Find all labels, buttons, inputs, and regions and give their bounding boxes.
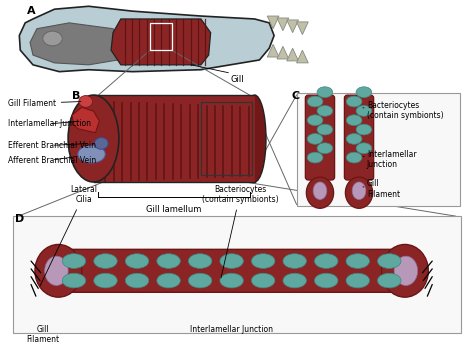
Bar: [201, 102, 252, 175]
Ellipse shape: [346, 152, 362, 163]
Ellipse shape: [346, 177, 373, 208]
Text: Efferent Branchial Vein: Efferent Branchial Vein: [8, 141, 96, 150]
Polygon shape: [19, 6, 274, 72]
Bar: [150, 23, 172, 50]
Ellipse shape: [346, 254, 369, 268]
Ellipse shape: [317, 143, 333, 154]
Text: A: A: [27, 6, 36, 16]
Ellipse shape: [346, 134, 362, 144]
Polygon shape: [287, 20, 299, 32]
Ellipse shape: [382, 244, 428, 297]
Polygon shape: [297, 50, 308, 63]
Ellipse shape: [220, 254, 243, 268]
Ellipse shape: [79, 96, 92, 107]
Ellipse shape: [356, 105, 372, 116]
Text: Bacteriocytes
(contain symbionts): Bacteriocytes (contain symbionts): [363, 101, 444, 120]
Ellipse shape: [315, 254, 338, 268]
Ellipse shape: [45, 256, 68, 285]
Ellipse shape: [220, 273, 243, 288]
Ellipse shape: [94, 138, 108, 149]
Ellipse shape: [62, 273, 86, 288]
Polygon shape: [287, 48, 299, 61]
Bar: [13, 216, 461, 333]
Text: Gill Filament: Gill Filament: [8, 99, 81, 108]
Ellipse shape: [317, 124, 333, 135]
Ellipse shape: [356, 87, 372, 97]
Ellipse shape: [243, 95, 266, 182]
Ellipse shape: [378, 273, 401, 288]
Ellipse shape: [317, 87, 333, 97]
Ellipse shape: [346, 273, 369, 288]
Ellipse shape: [43, 31, 62, 46]
Ellipse shape: [251, 254, 275, 268]
Ellipse shape: [125, 254, 149, 268]
Ellipse shape: [68, 95, 119, 182]
Ellipse shape: [352, 182, 366, 200]
Polygon shape: [111, 19, 210, 65]
Ellipse shape: [307, 115, 323, 126]
Text: Bacteriocytes
(contain symbionts): Bacteriocytes (contain symbionts): [201, 185, 278, 278]
Ellipse shape: [356, 124, 372, 135]
Text: Afferent Branchial Vein: Afferent Branchial Vein: [8, 156, 96, 164]
Ellipse shape: [307, 96, 323, 107]
Ellipse shape: [346, 115, 362, 126]
Polygon shape: [72, 107, 100, 133]
Ellipse shape: [78, 146, 105, 163]
Ellipse shape: [35, 244, 82, 297]
Text: Interlamellar Junction: Interlamellar Junction: [190, 325, 273, 334]
Text: Gill lamellum: Gill lamellum: [146, 206, 202, 214]
FancyBboxPatch shape: [345, 95, 374, 180]
Ellipse shape: [283, 273, 306, 288]
Ellipse shape: [317, 105, 333, 116]
FancyBboxPatch shape: [59, 249, 404, 292]
Text: Gill
Filament: Gill Filament: [363, 179, 400, 199]
Ellipse shape: [346, 96, 362, 107]
Ellipse shape: [62, 254, 86, 268]
Ellipse shape: [188, 254, 212, 268]
Ellipse shape: [306, 177, 334, 208]
Polygon shape: [30, 23, 123, 65]
Polygon shape: [277, 18, 289, 31]
Text: Interlamellar Junction: Interlamellar Junction: [8, 119, 91, 128]
Ellipse shape: [307, 152, 323, 163]
Text: D: D: [16, 214, 25, 224]
Ellipse shape: [315, 273, 338, 288]
Ellipse shape: [307, 134, 323, 144]
Ellipse shape: [251, 273, 275, 288]
FancyBboxPatch shape: [93, 95, 255, 182]
Text: Interlamellar
Junction: Interlamellar Junction: [363, 150, 417, 169]
Bar: [297, 93, 460, 206]
Text: Gill
Filament: Gill Filament: [26, 325, 59, 344]
Ellipse shape: [94, 254, 117, 268]
Ellipse shape: [378, 254, 401, 268]
Polygon shape: [267, 44, 279, 57]
Polygon shape: [267, 16, 279, 29]
Ellipse shape: [313, 182, 327, 200]
Polygon shape: [297, 22, 308, 35]
Ellipse shape: [394, 256, 418, 285]
Ellipse shape: [94, 273, 117, 288]
Ellipse shape: [157, 273, 180, 288]
Polygon shape: [277, 46, 289, 59]
FancyBboxPatch shape: [305, 95, 335, 180]
Text: Lateral
Cilia: Lateral Cilia: [40, 185, 97, 286]
Ellipse shape: [356, 143, 372, 154]
Text: Gill: Gill: [230, 75, 244, 84]
Ellipse shape: [125, 273, 149, 288]
Text: B: B: [72, 91, 81, 101]
Ellipse shape: [157, 254, 180, 268]
Ellipse shape: [188, 273, 212, 288]
Text: C: C: [292, 91, 300, 101]
Ellipse shape: [283, 254, 306, 268]
